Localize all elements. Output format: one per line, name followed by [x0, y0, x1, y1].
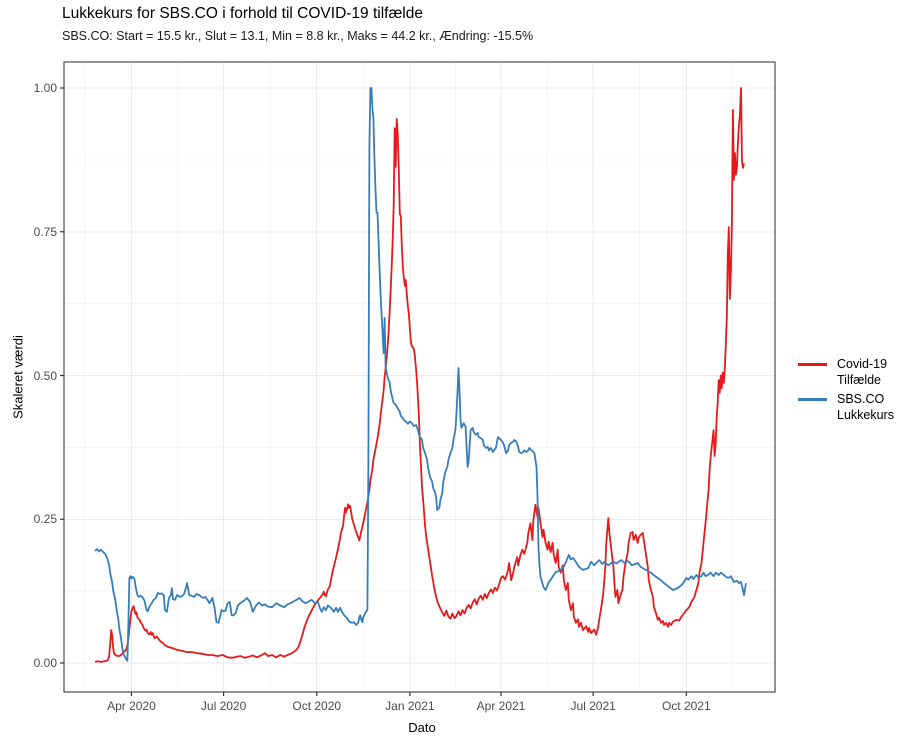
legend-key-line-sbsco: [798, 398, 827, 401]
y-tick-label: 1.00: [33, 81, 57, 95]
legend: Covid-19 Tilfælde SBS.CO Lukkekurs: [798, 357, 894, 427]
panel-border: [63, 61, 776, 693]
panel-background: [64, 62, 775, 692]
x-tick-label: Apr 2021: [476, 699, 526, 713]
x-axis-title: Dato: [408, 720, 436, 735]
legend-key-line-covid19: [798, 363, 827, 366]
y-tick-label: 0.75: [33, 224, 57, 239]
y-tick-label: 0.25: [33, 512, 57, 527]
chart-subtitle: SBS.CO: Start = 15.5 kr., Slut = 13.1, M…: [62, 29, 534, 43]
x-tick-label: Jul 2021: [570, 699, 616, 713]
series-line-covid19: [94, 87, 745, 663]
legend-entry: SBS.CO Lukkekurs: [798, 392, 894, 423]
series-line-sbsco: [94, 87, 747, 662]
chart-title: Lukkekurs for SBS.CO i forhold til COVID…: [62, 5, 423, 22]
x-tick-label: Oct 2020: [292, 699, 342, 713]
x-tick-label: Jan 2021: [385, 699, 435, 713]
x-tick-label: Apr 2020: [107, 699, 156, 713]
x-tick-label: Jul 2020: [200, 699, 247, 713]
legend-entry-label: Covid-19 Tilfælde: [837, 357, 888, 387]
legend-entry: Covid-19 Tilfælde: [798, 357, 894, 388]
y-tick-label: 0.00: [33, 656, 57, 670]
y-tick-label: 0.50: [33, 368, 57, 383]
legend-entry-label: SBS.CO Lukkekurs: [837, 392, 894, 422]
x-tick-label: Oct 2021: [661, 699, 711, 713]
